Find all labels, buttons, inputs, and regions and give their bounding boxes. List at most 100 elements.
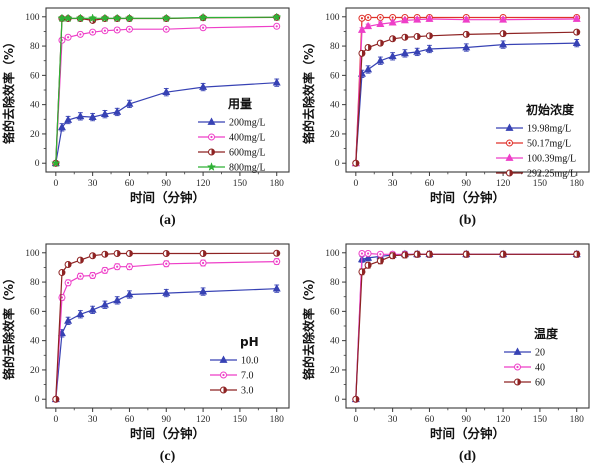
triangle-marker xyxy=(364,21,373,30)
star-marker xyxy=(63,13,73,23)
x-tick-label: 120 xyxy=(196,179,211,189)
chart-c: 0 30 60 90 120 150 180 0 20 40 60 80 100 时间（分钟） 铬的去除效率… xyxy=(1,243,290,464)
x-tick-label: 60 xyxy=(125,415,135,425)
triangle-marker xyxy=(64,115,73,123)
circle-marker xyxy=(220,371,227,379)
x-tick-label: 90 xyxy=(162,179,172,189)
panel-b: 0 30 60 90 120 150 180 0 20 40 60 80 100 时间（分钟） 铬的去除效率… xyxy=(300,0,600,236)
legend-item-label: 60 xyxy=(535,378,545,389)
triangle-marker xyxy=(499,40,508,48)
star-marker xyxy=(51,158,61,168)
legend-title: 温度 xyxy=(534,326,559,341)
y-tick-label: 100 xyxy=(325,249,340,259)
triangle-marker xyxy=(162,87,171,96)
star-marker xyxy=(206,162,217,172)
circle-marker xyxy=(273,258,281,266)
y-tick-label: 40 xyxy=(330,337,340,347)
circle-marker xyxy=(58,36,66,44)
circle-half-marker xyxy=(376,257,384,265)
y-axis-label: 铬的去除效率（%） xyxy=(301,36,316,144)
star-marker xyxy=(198,12,208,22)
legend-item-label: 19.98mg/L xyxy=(527,124,571,135)
triangle-marker xyxy=(388,51,397,60)
triangle-marker xyxy=(272,284,281,292)
star-marker xyxy=(272,12,282,22)
circle-half-marker xyxy=(401,251,409,259)
circle-half-marker xyxy=(358,268,366,276)
y-tick-label: 0 xyxy=(35,159,40,169)
y-tick-label: 80 xyxy=(330,278,340,288)
triangle-marker xyxy=(376,19,385,27)
panel-c: 0 30 60 90 120 150 180 0 20 40 60 80 100 时间（分钟） 铬的去除效率… xyxy=(0,236,300,472)
legend-item-label: 10.0 xyxy=(241,356,259,367)
circle-half-marker xyxy=(389,252,397,260)
triangle-marker xyxy=(505,153,514,161)
circle-half-marker xyxy=(76,256,84,264)
circle-half-marker xyxy=(573,28,581,36)
triangle-marker xyxy=(462,15,471,23)
plot-border xyxy=(45,243,290,409)
circle-marker xyxy=(125,263,133,271)
y-tick-label: 40 xyxy=(30,337,40,347)
y-tick-label: 0 xyxy=(35,395,40,405)
legend-item-label: 100.39mg/L xyxy=(527,154,576,165)
circle-half-marker xyxy=(364,44,372,52)
circle-half-marker xyxy=(162,250,170,258)
circle-half-marker xyxy=(514,378,521,386)
triangle-marker xyxy=(499,15,508,23)
legend-title: 用量 xyxy=(227,97,252,111)
y-tick-label: 0 xyxy=(335,159,340,169)
circle-half-marker xyxy=(52,395,60,403)
x-tick-label: 120 xyxy=(496,179,511,189)
circle-marker xyxy=(358,14,366,22)
circle-marker xyxy=(101,266,109,274)
circle-half-marker xyxy=(499,30,507,38)
triangle-marker xyxy=(64,316,73,324)
panel-caption: (c) xyxy=(160,449,176,464)
y-axis-label: 铬的去除效率（%） xyxy=(1,272,16,380)
y-tick-label: 20 xyxy=(30,366,40,376)
x-tick-label: 60 xyxy=(425,415,435,425)
circle-half-marker xyxy=(352,159,360,167)
circle-half-marker xyxy=(208,148,215,156)
circle-marker xyxy=(58,293,66,301)
circle-half-marker xyxy=(58,269,66,277)
panel-caption: (b) xyxy=(459,213,476,228)
triangle-marker xyxy=(505,123,514,131)
chart-b: 0 30 60 90 120 150 180 0 20 40 60 80 100 时间（分钟） 铬的去除效率… xyxy=(301,7,590,228)
circle-half-marker xyxy=(389,35,397,43)
panel-d: 0 30 60 90 120 150 180 0 20 40 60 80 100 时间（分钟） 铬的去除效率… xyxy=(300,236,600,472)
x-tick-label: 0 xyxy=(53,179,58,189)
y-tick-label: 100 xyxy=(325,13,340,23)
triangle-marker xyxy=(413,15,422,23)
circle-half-marker xyxy=(358,49,366,57)
triangle-marker xyxy=(388,18,397,26)
plot-border xyxy=(345,243,590,409)
star-marker xyxy=(124,13,135,23)
circle-marker xyxy=(64,33,72,41)
y-axis-label: 铬的去除效率（%） xyxy=(301,272,316,380)
triangle-marker xyxy=(513,347,522,355)
star-marker xyxy=(100,13,110,23)
triangle-marker xyxy=(76,309,85,318)
x-tick-label: 0 xyxy=(353,179,358,189)
legend-title: pH xyxy=(240,335,259,349)
triangle-marker xyxy=(376,56,385,64)
triangle-marker xyxy=(162,288,171,296)
triangle-marker xyxy=(199,287,208,295)
x-tick-label: 30 xyxy=(388,179,398,189)
circle-marker xyxy=(199,24,207,32)
triangle-marker xyxy=(364,64,373,73)
circle-half-marker xyxy=(499,250,507,258)
y-tick-label: 60 xyxy=(330,307,340,317)
x-tick-label: 0 xyxy=(53,415,58,425)
circle-half-marker xyxy=(425,32,433,40)
circle-half-marker xyxy=(364,261,372,269)
x-tick-label: 150 xyxy=(533,415,548,425)
triangle-marker xyxy=(219,355,228,363)
y-tick-label: 60 xyxy=(330,71,340,81)
circle-half-marker xyxy=(462,250,470,258)
x-axis-label: 时间（分钟） xyxy=(430,426,505,441)
x-tick-label: 120 xyxy=(196,415,211,425)
